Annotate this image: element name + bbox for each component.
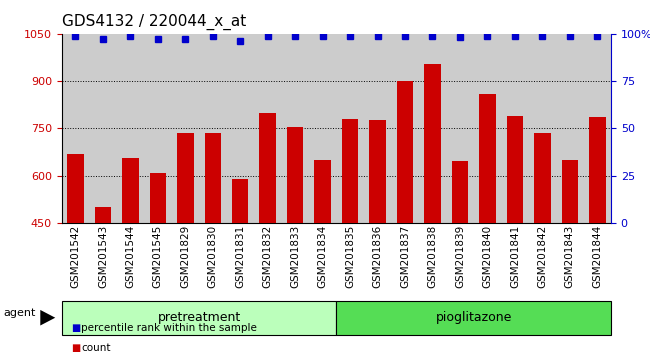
Bar (150, 172, 166, 223)
Bar (177, 133, 194, 223)
Text: ■: ■ (72, 343, 81, 353)
Bar (479, 93, 496, 223)
Bar (452, 161, 468, 223)
Text: agent: agent (3, 308, 36, 319)
Bar (396, 81, 413, 223)
Text: GDS4132 / 220044_x_at: GDS4132 / 220044_x_at (62, 14, 246, 30)
Bar (562, 160, 578, 223)
Bar (205, 133, 221, 223)
Text: percentile rank within the sample: percentile rank within the sample (81, 323, 257, 333)
Text: pioglitazone: pioglitazone (436, 311, 512, 324)
Bar (315, 160, 331, 223)
Bar (232, 179, 248, 223)
Bar (67, 154, 84, 223)
Bar (95, 207, 111, 223)
Bar (122, 158, 138, 223)
Bar (342, 119, 358, 223)
Text: count: count (81, 343, 110, 353)
Bar (287, 127, 304, 223)
Bar (506, 116, 523, 223)
Text: pretreatment: pretreatment (157, 311, 240, 324)
Bar (259, 113, 276, 223)
Bar (589, 117, 606, 223)
Bar (369, 120, 386, 223)
Text: ■: ■ (72, 323, 81, 333)
Bar (534, 133, 551, 223)
Bar (424, 64, 441, 223)
